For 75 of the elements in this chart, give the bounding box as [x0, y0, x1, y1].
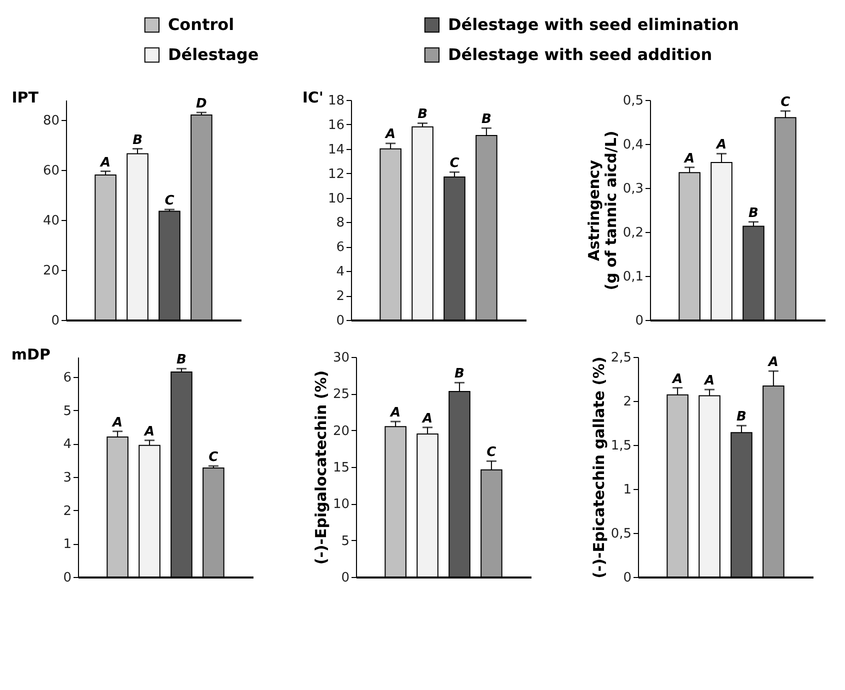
y-tick-label: 6 [336, 240, 344, 256]
y-axis-title: (-)-Epicatechin gallate (%) [590, 356, 608, 578]
y-tick-label: 1 [63, 537, 72, 552]
y-tick-label: 2 [63, 504, 72, 519]
y-tick-label: 0 [63, 570, 72, 586]
y-tick-label: 0,1 [622, 270, 644, 284]
annotation: A [112, 415, 123, 430]
y-tick-label: 20 [42, 264, 60, 278]
y-axis-title: IC' [302, 88, 324, 106]
y-tick-label: 15 [332, 460, 350, 476]
y-tick-label: 0 [336, 314, 344, 328]
y-tick-label: 6 [63, 370, 72, 386]
annotation: A [684, 151, 695, 166]
annotation: B [454, 366, 465, 382]
y-axis-title: (-)-Epigalocatechin (%) [312, 370, 330, 565]
annotation: C [486, 445, 497, 460]
annotation: B [176, 352, 187, 368]
legend-label: Délestage [168, 45, 259, 64]
y-tick-label: 2,5 [610, 350, 632, 366]
y-tick-label: 1,5 [610, 438, 632, 454]
annotation: A [421, 411, 433, 426]
y-tick-label: 1 [623, 482, 632, 498]
annotation: A [390, 406, 401, 421]
annotation: C [208, 450, 219, 465]
y-tick-label: 10 [328, 191, 344, 206]
y-axis-title: IPT [12, 88, 40, 106]
y-tick-label: 0,3 [622, 182, 644, 196]
y-tick-label: 0,4 [622, 138, 644, 152]
y-tick-label: 0 [623, 570, 632, 586]
y-tick-label: 14 [328, 142, 344, 158]
legend-label: Délestage with seed elimination [448, 15, 740, 34]
annotation: D [196, 96, 208, 112]
y-axis-title: mDP [11, 346, 51, 364]
annotation: A [703, 374, 715, 389]
annotation: B [481, 112, 492, 128]
y-tick-label: 0 [341, 570, 350, 586]
y-tick-label: 16 [328, 118, 344, 133]
annotation: A [767, 355, 778, 370]
annotation: C [450, 156, 460, 172]
y-tick-label: 0,5 [610, 526, 632, 542]
annotation: A [672, 372, 683, 387]
y-tick-label: 25 [332, 387, 350, 402]
annotation: B [132, 132, 143, 148]
y-tick-label: 60 [42, 164, 60, 178]
annotation: B [736, 410, 747, 425]
y-tick-label: 4 [63, 437, 72, 452]
y-axis-title: Astringency (g of tannic aicd/L) [584, 130, 620, 290]
annotation: B [418, 107, 428, 122]
y-tick-label: 2 [623, 394, 632, 410]
annotation: B [748, 206, 759, 221]
y-tick-label: 0,2 [622, 226, 644, 240]
y-tick-label: 0,5 [622, 94, 644, 108]
y-tick-label: 0 [51, 314, 60, 328]
y-tick-label: 4 [336, 264, 344, 280]
annotation: A [384, 126, 396, 142]
y-tick-label: 5 [341, 534, 350, 549]
y-tick-label: 12 [328, 166, 344, 182]
y-tick-label: 20 [332, 424, 350, 439]
annotation: C [780, 95, 791, 110]
y-tick-label: 3 [63, 470, 72, 486]
annotation: A [715, 138, 727, 153]
y-tick-label: 30 [332, 350, 350, 366]
annotation: C [164, 194, 175, 208]
legend-label: Délestage with seed addition [448, 45, 712, 64]
y-tick-label: 40 [42, 214, 60, 228]
y-tick-label: 18 [328, 94, 344, 108]
legend-label: Control [168, 15, 234, 34]
y-tick-label: 80 [42, 114, 60, 128]
annotation: A [100, 155, 111, 170]
y-tick-label: 2 [336, 289, 344, 304]
y-tick-label: 8 [336, 216, 344, 231]
y-tick-label: 0 [635, 314, 644, 328]
y-tick-label: 5 [63, 404, 72, 419]
y-tick-label: 10 [332, 497, 350, 512]
annotation: A [143, 424, 155, 440]
